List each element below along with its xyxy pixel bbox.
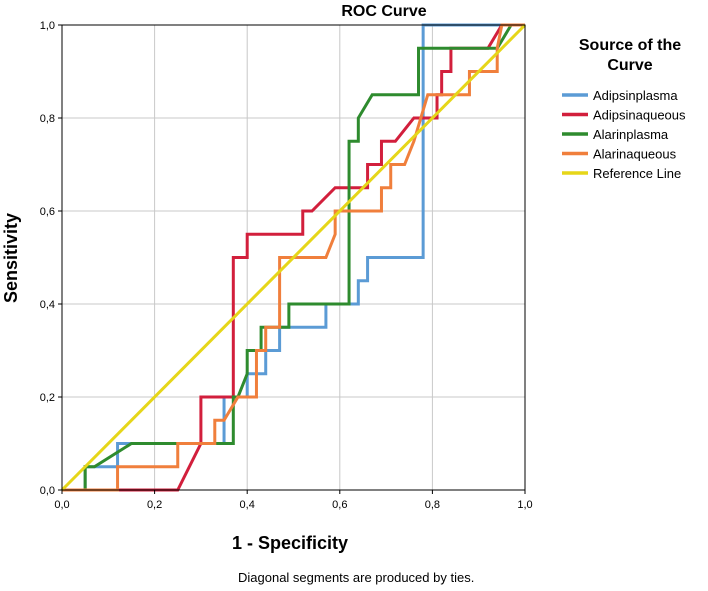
series-line-adipsinaqueous <box>62 23 525 492</box>
plot-frame <box>61 24 526 491</box>
legend-label-reference-line: Reference Line <box>593 166 681 181</box>
x-tick-label: 0,8 <box>425 499 440 511</box>
y-axis-title: Sensitivity <box>1 213 21 303</box>
legend-items: Adipsinplasma Adipsinaqueous Alarinplasma A… <box>562 88 686 181</box>
y-tick-label: 0,0 <box>40 485 55 497</box>
legend-title-line-2: Curve <box>607 57 652 74</box>
legend-label-alarinplasma: Alarinplasma <box>593 127 669 142</box>
series-lines <box>60 23 527 492</box>
legend-label-adipsinplasma: Adipsinplasma <box>593 88 678 103</box>
x-axis-title: 1 - Specificity <box>232 533 348 553</box>
x-tick-label: 0,4 <box>240 499 255 511</box>
legend-label-adipsinaqueous: Adipsinaqueous <box>593 108 686 123</box>
chart-title: ROC Curve <box>341 3 426 20</box>
series-line-alarinaqueous <box>62 23 525 492</box>
footnote: Diagonal segments are produced by ties. <box>238 570 474 585</box>
y-tick-label: 0,6 <box>40 206 55 218</box>
series-line-reference-line <box>60 23 527 492</box>
legend: Source of the Curve AdipsinplasmaAdipsin… <box>562 37 686 181</box>
x-tick-label: 0,2 <box>147 499 162 511</box>
y-tick-label: 0,8 <box>40 113 55 125</box>
x-tick-label: 0,6 <box>332 499 347 511</box>
x-tick-label: 1,0 <box>517 499 532 511</box>
legend-title-line-1: Source of the <box>579 37 681 54</box>
x-tick-label: 0,0 <box>54 499 69 511</box>
y-tick-label: 0,2 <box>40 392 55 404</box>
legend-label-alarinaqueous: Alarinaqueous <box>593 147 677 162</box>
y-tick-label: 1,0 <box>40 20 55 32</box>
axis-ticks: 0,0 0,2 0,4 0,6 0,8 1,0 0,0 0,2 0,4 0,6 0,8 1,0 <box>40 20 533 511</box>
series-line-alarinplasma <box>62 23 525 492</box>
y-tick-label: 0,4 <box>40 299 55 311</box>
